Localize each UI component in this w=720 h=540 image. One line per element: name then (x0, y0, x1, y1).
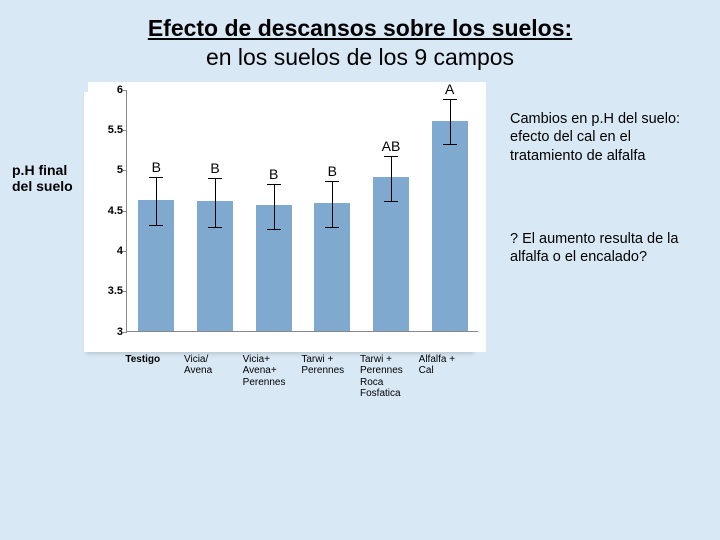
x-tick-label: Tarwi +PerennesRocaFosfatica (360, 354, 426, 400)
y-tick-mark (123, 251, 127, 252)
x-tick-label: Vicia+Avena+Perennes (243, 354, 309, 389)
y-tick-mark (123, 332, 127, 333)
error-cap (443, 144, 457, 145)
y-tick-label: 4 (99, 245, 123, 257)
y-tick-mark (123, 291, 127, 292)
y-tick-label: 3 (99, 326, 123, 338)
error-bar (215, 178, 216, 226)
error-cap (208, 227, 222, 228)
error-cap (149, 225, 163, 226)
significance-letter: B (269, 166, 278, 182)
error-bar (450, 99, 451, 144)
plot-area: 33.544.555.56BBBBABA (126, 90, 478, 332)
y-tick-mark (123, 90, 127, 91)
significance-letter: A (445, 81, 454, 97)
error-cap (443, 99, 457, 100)
annotation-text-2: ? El aumento resulta de la alfalfa o el … (510, 230, 710, 268)
annotation-text-1: Cambios en p.H del suelo: efecto del cal… (510, 110, 705, 167)
error-cap (325, 227, 339, 228)
error-cap (267, 184, 281, 185)
x-axis-labels: TestigoVicia/AvenaVicia+Avena+PerennesTa… (88, 354, 508, 424)
significance-letter: AB (382, 138, 401, 154)
error-bar (332, 181, 333, 226)
y-tick-mark (123, 211, 127, 212)
error-cap (267, 229, 281, 230)
y-tick-label: 3.5 (99, 285, 123, 297)
error-cap (149, 177, 163, 178)
x-tick-label: Alfalfa +Cal (419, 354, 485, 377)
significance-letter: B (152, 159, 161, 175)
error-bar (274, 184, 275, 229)
y-axis-label: p.H final del suelo (12, 162, 84, 196)
y-tick-mark (123, 170, 127, 171)
x-tick-label: Tarwi +Perennes (301, 354, 367, 377)
y-tick-label: 5 (99, 164, 123, 176)
error-cap (208, 178, 222, 179)
title-line2: en los suelos de los 9 campos (0, 43, 720, 72)
y-tick-label: 4.5 (99, 205, 123, 217)
title-line1: Efecto de descansos sobre los suelos: (0, 14, 720, 43)
x-tick-label: Testigo (125, 354, 191, 366)
y-tick-label: 6 (99, 84, 123, 96)
error-cap (384, 201, 398, 202)
x-tick-label: Vicia/Avena (184, 354, 250, 377)
error-cap (384, 156, 398, 157)
significance-letter: B (210, 160, 219, 176)
error-bar (156, 177, 157, 225)
y-tick-label: 5.5 (99, 124, 123, 136)
y-tick-mark (123, 130, 127, 131)
significance-letter: B (328, 163, 337, 179)
chart-panel: 3 3.5 4 4.5 5 5.5 6 B B B B AB A (88, 82, 486, 352)
error-bar (391, 156, 392, 201)
bar (432, 121, 468, 331)
title-block: Efecto de descansos sobre los suelos: en… (0, 0, 720, 72)
error-cap (325, 181, 339, 182)
